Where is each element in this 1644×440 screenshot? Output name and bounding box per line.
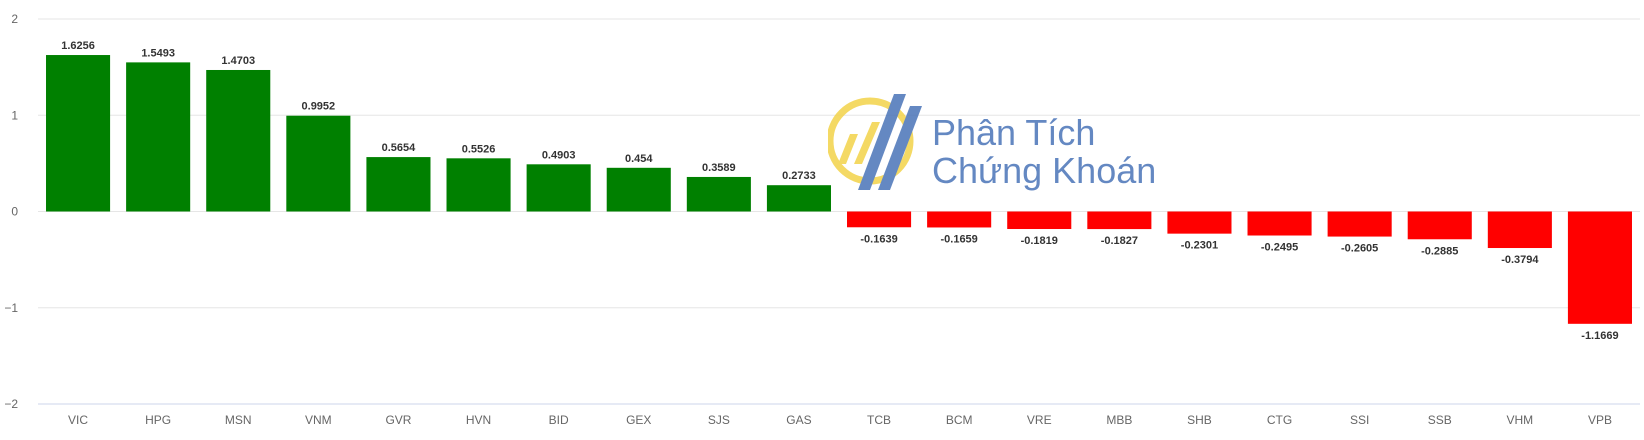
bar: [1327, 211, 1392, 237]
bar: [1567, 211, 1632, 324]
x-axis: VIC HPG MSN VNM GVR HVN BID GEX SJS GAS TCB BCM VRE M…: [68, 413, 1612, 427]
data-label: -1.1669: [1581, 330, 1618, 342]
data-label: 0.4903: [542, 149, 576, 161]
x-tick-label: GVR: [385, 413, 411, 427]
bar: [366, 157, 431, 212]
x-tick-label: TCB: [867, 413, 891, 427]
x-tick-label: SSB: [1428, 413, 1452, 427]
bar: [1487, 211, 1552, 249]
data-label: -0.2605: [1341, 243, 1378, 255]
bar: [446, 158, 511, 212]
data-label: 1.6256: [61, 40, 95, 52]
data-label: 0.5526: [462, 143, 496, 155]
bar: [766, 185, 831, 212]
y-tick-label: 0: [11, 205, 18, 219]
x-tick-label: BID: [549, 413, 569, 427]
x-tick-label: HPG: [145, 413, 171, 427]
x-tick-label: GEX: [626, 413, 651, 427]
x-tick-label: VPB: [1588, 413, 1612, 427]
bar: [1247, 211, 1312, 236]
x-tick-label: MSN: [225, 413, 252, 427]
data-label: -0.2495: [1261, 242, 1298, 254]
logo-icon: [826, 94, 922, 190]
data-label: -0.3794: [1501, 254, 1539, 266]
bar: [847, 211, 912, 228]
bar: [286, 115, 351, 212]
data-label: 0.454: [625, 153, 653, 165]
x-tick-label: HVN: [466, 413, 491, 427]
bar: [927, 211, 992, 228]
x-tick-label: SJS: [708, 413, 730, 427]
value-labels: 1.6256 1.5493 1.4703 0.9952 0.5654 0.5526 0.49…: [61, 40, 1618, 342]
y-tick-label: −1: [4, 301, 18, 315]
x-tick-label: VIC: [68, 413, 88, 427]
data-label: -0.2885: [1421, 245, 1458, 257]
x-tick-label: VNM: [305, 413, 332, 427]
bar: [126, 62, 191, 212]
x-tick-label: GAS: [786, 413, 811, 427]
bar: [686, 176, 751, 212]
x-tick-label: BCM: [946, 413, 973, 427]
y-tick-label: −2: [4, 397, 18, 411]
bar: [1167, 211, 1232, 234]
x-tick-label: VRE: [1027, 413, 1052, 427]
data-label: 0.9952: [302, 101, 336, 113]
x-tick-label: MBB: [1106, 413, 1132, 427]
y-tick-label: 2: [11, 12, 18, 26]
data-label: -0.1659: [940, 233, 977, 245]
bar: [1407, 211, 1472, 240]
x-tick-label: VHM: [1507, 413, 1534, 427]
watermark-line1: Phân Tích: [932, 112, 1096, 153]
bar: [206, 69, 271, 212]
bar: [46, 55, 111, 212]
data-label: 0.2733: [782, 170, 816, 182]
x-tick-label: SHB: [1187, 413, 1212, 427]
x-tick-label: SSI: [1350, 413, 1369, 427]
data-label: -0.1639: [860, 233, 897, 245]
bar: [1087, 211, 1152, 230]
y-axis: 2 1 0 −1 −2: [4, 12, 18, 411]
watermark-logo: Phân Tích Chứng Khoán: [826, 86, 1188, 196]
bar: [526, 164, 591, 212]
watermark-line2: Chứng Khoán: [932, 150, 1157, 191]
data-label: 1.5493: [141, 47, 175, 59]
bar: [606, 167, 671, 212]
data-label: 0.5654: [382, 142, 417, 154]
data-label: -0.2301: [1181, 240, 1218, 252]
data-label: 0.3589: [702, 162, 736, 174]
bar: [1007, 211, 1072, 230]
y-tick-label: 1: [11, 108, 18, 122]
data-label: 1.4703: [221, 55, 255, 67]
bars: [46, 55, 1632, 324]
data-label: -0.1819: [1021, 235, 1058, 247]
gridlines: [38, 18, 1640, 405]
data-label: -0.1827: [1101, 235, 1138, 247]
x-tick-label: CTG: [1267, 413, 1292, 427]
